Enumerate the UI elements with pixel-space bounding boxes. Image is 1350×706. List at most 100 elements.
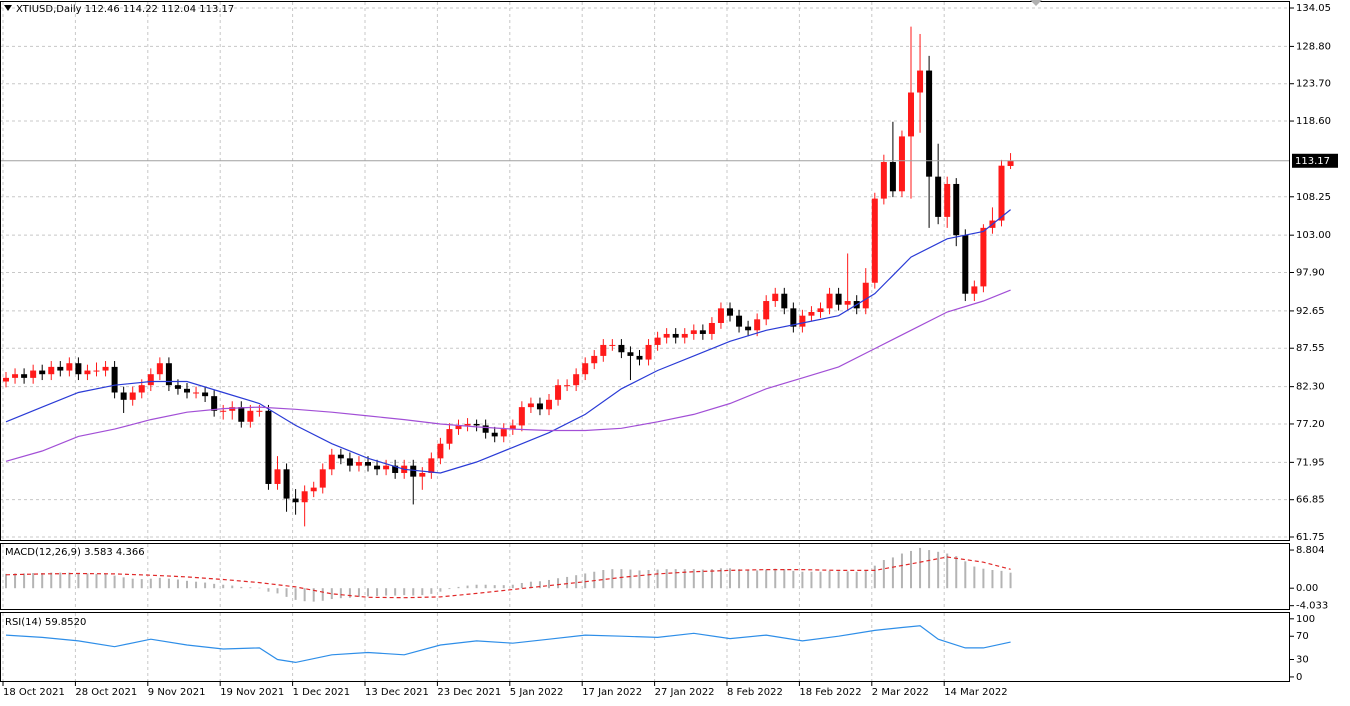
- candle-body: [781, 293, 788, 309]
- macd-histogram-bar: [222, 584, 225, 589]
- macd-histogram-bar: [276, 588, 279, 594]
- candle-body: [3, 377, 9, 382]
- macd-histogram-bar: [566, 576, 569, 589]
- macd-histogram-bar: [285, 588, 288, 597]
- macd-histogram-bar: [575, 575, 578, 589]
- candle-body: [636, 355, 643, 360]
- candle-body: [500, 429, 507, 437]
- candle-body: [754, 319, 761, 331]
- y-tick-label: 8.804: [1296, 545, 1325, 556]
- x-tick-label: 8 Feb 2022: [727, 687, 783, 698]
- candle-body: [419, 472, 426, 477]
- macd-histogram-bar: [186, 580, 188, 589]
- macd-histogram-bar: [710, 569, 713, 589]
- macd-histogram-bar: [50, 572, 53, 589]
- y-tick-label: 97.90: [1296, 267, 1325, 278]
- y-tick-label: 103.00: [1296, 230, 1331, 241]
- candle-body: [926, 70, 933, 177]
- macd-histogram-bar: [774, 568, 777, 589]
- macd-histogram-bar: [357, 588, 360, 597]
- candle-body: [708, 322, 715, 334]
- macd-histogram-bar: [946, 553, 949, 589]
- macd-histogram-bar: [810, 571, 813, 589]
- symbol-menu-arrow[interactable]: [4, 5, 12, 11]
- candle-body: [84, 370, 91, 375]
- shift-marker[interactable]: [1030, 0, 1042, 6]
- candle-body: [292, 498, 299, 503]
- macd-histogram-bar: [557, 578, 560, 589]
- candle-body: [871, 198, 878, 283]
- candle-body: [835, 293, 842, 305]
- candle-body: [898, 136, 905, 192]
- y-tick-label: 108.25: [1296, 192, 1331, 203]
- macd-histogram-bar: [95, 573, 98, 589]
- macd-histogram-bar: [68, 572, 71, 589]
- candle-body: [138, 385, 145, 393]
- macd-histogram-bar: [729, 568, 731, 589]
- candle-body: [917, 70, 924, 93]
- candle-body: [817, 308, 824, 313]
- y-tick-label: 118.60: [1296, 116, 1331, 127]
- x-tick-label: 1 Dec 2021: [293, 687, 351, 698]
- macd-histogram-bar: [937, 551, 940, 589]
- candle-body: [238, 407, 245, 422]
- macd-histogram-bar: [104, 573, 107, 589]
- macd-histogram-bar: [882, 560, 885, 589]
- candle-body: [374, 465, 381, 470]
- macd-histogram-bar: [502, 585, 505, 589]
- candle-body: [509, 425, 516, 430]
- y-tick-label: 30: [1296, 654, 1309, 665]
- macd-histogram-bar: [692, 569, 695, 589]
- candle-body: [564, 385, 571, 387]
- candle-body: [953, 183, 960, 236]
- candle-body: [944, 183, 951, 217]
- candle-body: [482, 425, 489, 433]
- candle-body: [256, 410, 263, 412]
- candle-body: [690, 330, 697, 334]
- x-tick-label: 27 Jan 2022: [655, 687, 715, 698]
- candle-body: [536, 403, 543, 410]
- x-tick-label: 13 Dec 2021: [365, 687, 429, 698]
- macd-histogram-bar: [611, 569, 614, 589]
- candle-body: [328, 454, 335, 470]
- rsi-line: [5, 625, 1011, 664]
- candle-body: [392, 465, 399, 473]
- macd-histogram-bar: [466, 585, 469, 589]
- macd-title: MACD(12,26,9) 3.583 4.366: [5, 547, 145, 558]
- candle-body: [202, 392, 209, 397]
- macd-histogram-bar: [475, 584, 478, 589]
- macd-histogram-bar: [756, 570, 759, 589]
- macd-histogram-bar: [32, 573, 35, 589]
- macd-histogram-bar: [629, 569, 632, 589]
- macd-histogram-bar: [982, 568, 985, 589]
- candle-body: [229, 407, 236, 411]
- candle-body: [645, 344, 652, 360]
- candle-body: [600, 344, 607, 356]
- candle-body: [663, 333, 670, 338]
- macd-histogram-bar: [394, 588, 397, 596]
- macd-histogram-bar: [837, 571, 840, 589]
- macd-histogram-bar: [584, 573, 587, 589]
- candle-body: [935, 176, 942, 217]
- macd-histogram-bar: [719, 568, 722, 589]
- candle-body: [844, 301, 851, 305]
- y-tick-label: 123.70: [1296, 79, 1331, 90]
- candle-body: [21, 374, 28, 378]
- macd-histogram-bar: [113, 575, 116, 589]
- macd-histogram-bar: [738, 569, 741, 589]
- candle-body: [962, 235, 969, 294]
- macd-histogram-bar: [348, 588, 351, 598]
- candle-body: [745, 326, 752, 331]
- macd-histogram-bar: [294, 588, 297, 600]
- y-tick-label: 128.80: [1296, 41, 1331, 52]
- candle-body: [627, 352, 634, 356]
- macd-histogram-bar: [267, 588, 270, 592]
- macd-histogram-bar: [593, 571, 596, 589]
- candle-body: [428, 458, 435, 473]
- macd-histogram-bar: [792, 570, 795, 589]
- candle-body: [437, 443, 444, 459]
- candle-body: [763, 301, 770, 320]
- macd-histogram-bar: [457, 586, 460, 589]
- candle-body: [980, 227, 987, 287]
- candle-body: [699, 330, 706, 334]
